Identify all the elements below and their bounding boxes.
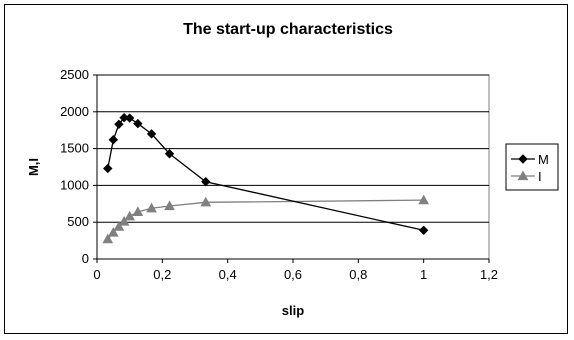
legend-swatch-marker xyxy=(518,154,528,164)
y-ticks: 0 500 1000 1500 2000 2500 xyxy=(60,67,97,266)
y-axis-title: M,I xyxy=(26,158,41,176)
series-m-point xyxy=(108,135,119,145)
series-m xyxy=(103,112,429,236)
legend: MI xyxy=(505,143,559,191)
legend-label: M xyxy=(538,152,549,167)
series-i-point xyxy=(113,221,125,231)
series-layer xyxy=(102,112,430,244)
x-tick-label: 0 xyxy=(93,267,100,282)
y-tick-label: 500 xyxy=(67,214,89,229)
legend-label: I xyxy=(538,169,542,184)
series-i-point xyxy=(118,215,130,226)
legend-item-m: M xyxy=(511,152,549,167)
x-tick-label: 0,6 xyxy=(284,267,302,282)
series-i xyxy=(102,194,430,244)
x-ticks: 0 0,2 0,4 0,6 0,8 1 1,2 xyxy=(93,259,498,282)
gridlines xyxy=(97,74,489,223)
series-m-point xyxy=(146,129,157,139)
series-i-point xyxy=(200,196,212,207)
x-tick-label: 1 xyxy=(420,267,427,282)
series-i-point xyxy=(124,210,136,221)
series-m-point xyxy=(164,149,175,159)
series-i-point xyxy=(102,233,114,244)
series-m-point xyxy=(114,119,124,130)
x-tick-label: 0,8 xyxy=(349,267,367,282)
series-m-point xyxy=(124,113,135,123)
series-i-point xyxy=(164,200,175,211)
y-tick-label: 2500 xyxy=(60,67,89,82)
chart-title: The start-up characteristics xyxy=(183,21,393,38)
series-m-point xyxy=(201,177,211,187)
legend-swatch-marker xyxy=(517,170,529,181)
y-tick-label: 2000 xyxy=(60,104,89,119)
series-m-point xyxy=(418,225,429,236)
x-tick-label: 0,4 xyxy=(219,267,237,282)
legend-item-i: I xyxy=(511,169,542,184)
series-m-point xyxy=(133,118,143,129)
series-m-line xyxy=(107,117,424,231)
y-tick-label: 0 xyxy=(82,251,89,266)
series-i-point xyxy=(418,194,430,205)
series-i-point xyxy=(132,206,144,216)
series-i-point xyxy=(146,202,157,213)
y-tick-label: 1500 xyxy=(60,141,89,156)
x-tick-label: 1,2 xyxy=(480,267,498,282)
series-i-point xyxy=(107,226,119,237)
series-m-point xyxy=(103,163,113,174)
x-tick-label: 0,2 xyxy=(153,267,171,282)
y-tick-label: 1000 xyxy=(60,177,89,192)
legend-box xyxy=(505,143,559,191)
plot-area xyxy=(96,74,490,260)
x-axis-title: slip xyxy=(282,303,304,318)
